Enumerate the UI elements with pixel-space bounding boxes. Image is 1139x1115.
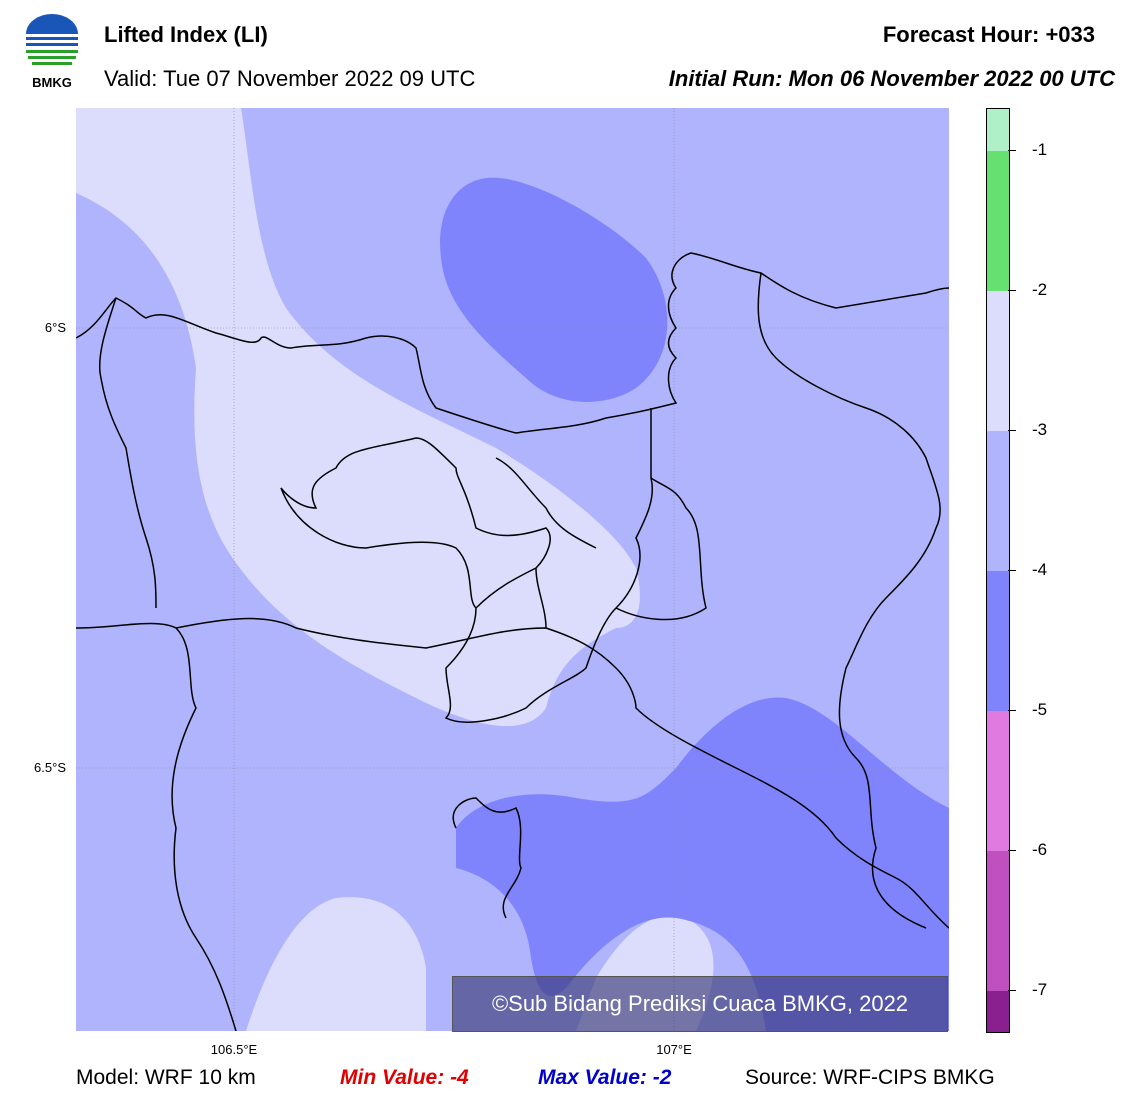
map-svg — [75, 108, 950, 1032]
colorbar-seg-neg5-neg6 — [987, 711, 1009, 851]
colorbar-seg-above-neg1 — [987, 109, 1009, 151]
min-value: Min Value: -4 — [340, 1066, 469, 1089]
lon-label-106-5e: 106.5°E — [210, 1042, 258, 1057]
colorbar-tick-label: -5 — [1032, 700, 1048, 719]
colorbar-tick-label: -1 — [1032, 140, 1048, 159]
province-line-west — [75, 622, 237, 1032]
colorbar-tick — [1008, 430, 1016, 431]
forecast-hour: Forecast Hour: +033 — [882, 22, 1095, 47]
svg-text:BMKG: BMKG — [32, 75, 72, 90]
colorbar-seg-neg1-neg2 — [987, 151, 1009, 291]
colorbar-seg-below-neg7 — [987, 991, 1009, 1032]
colorbar-tick-label: -3 — [1032, 420, 1048, 439]
colorbar-tick — [1008, 990, 1016, 991]
valid-time: Valid: Tue 07 November 2022 09 UTC — [104, 66, 476, 91]
east-boundary — [757, 272, 941, 929]
colorbar-seg-neg3-neg4 — [987, 431, 1009, 571]
map-panel: ©Sub Bidang Prediksi Cuaca BMKG, 2022 — [75, 108, 950, 1032]
copyright-box: ©Sub Bidang Prediksi Cuaca BMKG, 2022 — [452, 976, 948, 1032]
source-label: Source: WRF-CIPS BMKG — [745, 1066, 995, 1089]
lon-label-107e: 107°E — [656, 1042, 692, 1057]
chart-title: Lifted Index (LI) — [104, 22, 268, 47]
initial-run: Initial Run: Mon 06 November 2022 00 UTC — [668, 66, 1115, 91]
south-coast — [452, 797, 522, 919]
coastline-boundaries — [75, 252, 950, 1032]
colorbar-seg-neg6-neg7 — [987, 851, 1009, 991]
colorbar-tick — [1008, 850, 1016, 851]
field-level-neg4-neg5-south — [456, 697, 949, 1031]
colorbar — [986, 108, 1010, 1033]
colorbar-tick — [1008, 290, 1016, 291]
colorbar-tick — [1008, 150, 1016, 151]
colorbar-seg-neg2-neg3 — [987, 291, 1009, 431]
model-label: Model: WRF 10 km — [76, 1066, 256, 1089]
colorbar-seg-neg4-neg5 — [987, 571, 1009, 711]
colorbar-tick-label: -2 — [1032, 280, 1048, 299]
colorbar-tick-label: -6 — [1032, 840, 1048, 859]
colorbar-tick-label: -7 — [1032, 980, 1048, 999]
colorbar-tick-label: -4 — [1032, 560, 1048, 579]
west-coastline — [98, 297, 157, 609]
field-level-neg4-neg5-north — [440, 177, 668, 402]
regency-lines — [280, 408, 707, 723]
colorbar-tick — [1008, 710, 1016, 711]
bmkg-logo: BMKG — [20, 12, 84, 92]
max-value: Max Value: -2 — [538, 1066, 672, 1089]
lat-label-6-5s: 6.5°S — [34, 760, 66, 775]
colorbar-tick — [1008, 570, 1016, 571]
province-line-central — [175, 617, 950, 929]
field-level-neg2-neg3-nw — [76, 108, 640, 727]
field-level-neg2-neg3-sw — [246, 897, 426, 1031]
lat-label-6s: 6°S — [44, 320, 66, 335]
